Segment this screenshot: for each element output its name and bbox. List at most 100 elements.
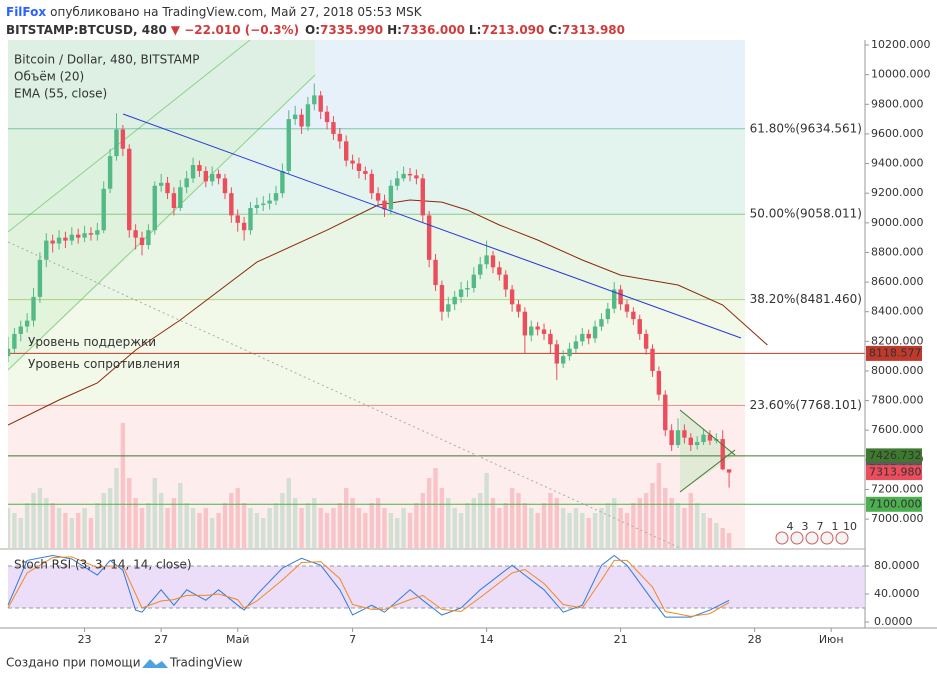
candle-body xyxy=(44,240,49,260)
volume-bar xyxy=(331,508,336,548)
volume-bar xyxy=(229,493,234,548)
volume-bar xyxy=(592,513,598,548)
level-tag-label: 7100.000 xyxy=(869,497,922,510)
y-tick-label: 9400.000 xyxy=(871,157,924,170)
footer-brand[interactable]: TradingView xyxy=(169,656,243,670)
volume-bar xyxy=(318,508,323,548)
candle-body xyxy=(127,148,132,231)
volume-bar xyxy=(114,468,119,548)
volume-bar xyxy=(573,508,579,548)
candle-body xyxy=(656,370,662,395)
volume-bar xyxy=(146,503,151,548)
volume-bar xyxy=(63,513,68,548)
ema-line xyxy=(8,199,768,426)
candle-body xyxy=(369,173,374,194)
volume-bar xyxy=(31,493,36,548)
volume-bar xyxy=(586,518,591,548)
candle-body xyxy=(133,230,138,238)
candle-body xyxy=(299,114,304,127)
volume-bar xyxy=(299,508,304,548)
volume-bar xyxy=(669,498,674,548)
volume-bar xyxy=(305,503,311,548)
volume-bar xyxy=(420,493,425,548)
candle-body xyxy=(720,439,725,470)
volume-bar xyxy=(426,478,432,548)
level-tag xyxy=(866,496,922,512)
volume-bar xyxy=(439,488,445,548)
level-tag xyxy=(866,448,922,464)
y-tick-label: 9600.000 xyxy=(871,127,924,140)
candle-body xyxy=(267,200,272,204)
volume-bar xyxy=(580,513,585,548)
volume-bar xyxy=(44,498,49,548)
volume-bar xyxy=(707,518,713,548)
candle-body xyxy=(312,95,317,105)
event-count: 10 xyxy=(843,520,857,533)
candle-body xyxy=(50,240,55,244)
volume-bar xyxy=(69,518,75,548)
volume-bar xyxy=(75,513,81,548)
volume-bar xyxy=(446,498,451,548)
volume-bar xyxy=(497,508,502,548)
candle-body xyxy=(592,326,598,339)
candle-body xyxy=(484,255,489,265)
volume-bar xyxy=(490,498,496,548)
quote-value: 7313.980 xyxy=(562,23,625,37)
volume-bar xyxy=(688,493,693,548)
quote-key: C: xyxy=(548,23,562,37)
volume-bar xyxy=(12,513,17,548)
candle-body xyxy=(222,178,228,194)
volume-bar xyxy=(312,498,317,548)
candle-body xyxy=(114,129,119,157)
candle-body xyxy=(433,259,438,286)
candle-body xyxy=(331,122,336,134)
volume-bar xyxy=(82,508,87,548)
candle-body xyxy=(37,259,43,297)
volume-bar xyxy=(190,508,196,548)
event-flag xyxy=(820,531,834,545)
candle-body xyxy=(363,170,368,174)
quote-value: 7213.090 xyxy=(481,23,544,37)
y-tick-label: 7800.000 xyxy=(871,394,924,407)
volume-bar xyxy=(414,503,419,548)
quote-value: 7336.000 xyxy=(402,23,465,37)
candle-body xyxy=(63,237,68,241)
volume-bar xyxy=(120,423,126,548)
quote-value: 7335.990 xyxy=(320,23,383,37)
volume-bar xyxy=(178,483,183,548)
candle-body xyxy=(120,129,126,149)
candle-body xyxy=(24,320,30,327)
volume-bar xyxy=(261,518,266,548)
event-flag xyxy=(835,531,849,545)
candle-body xyxy=(280,170,285,194)
volume-bar xyxy=(101,493,106,548)
volume-bar xyxy=(714,523,719,548)
volume-bar xyxy=(107,488,113,548)
volume-bar xyxy=(209,518,215,548)
candle-body xyxy=(650,348,655,371)
candle-body xyxy=(375,193,381,201)
volume-bar xyxy=(401,508,406,548)
candle-body xyxy=(497,267,502,275)
volume-bar xyxy=(369,503,374,548)
candle-body xyxy=(548,333,553,345)
volume-bar xyxy=(624,513,630,548)
volume-bar xyxy=(720,528,725,548)
price-tag-label: 7313.980 xyxy=(869,466,922,479)
fib-band xyxy=(8,405,745,548)
volume-bar xyxy=(643,493,649,548)
x-tick-label: 27 xyxy=(154,633,168,646)
candle-body xyxy=(612,289,617,309)
volume-bar xyxy=(24,503,30,548)
volume-bar xyxy=(618,508,623,548)
candle-body xyxy=(8,348,11,357)
event-count: 1 xyxy=(832,520,839,533)
volume-bar xyxy=(388,513,394,548)
quote-line: BITSTAMP:BTCUSD, 480 ▼ −22.010 (−0.3%) O:7… xyxy=(6,23,625,37)
candle-body xyxy=(203,170,209,182)
trend-line xyxy=(122,113,742,339)
candle-body xyxy=(420,178,425,216)
candle-body xyxy=(516,304,521,312)
x-tick-label: Май xyxy=(226,633,249,646)
